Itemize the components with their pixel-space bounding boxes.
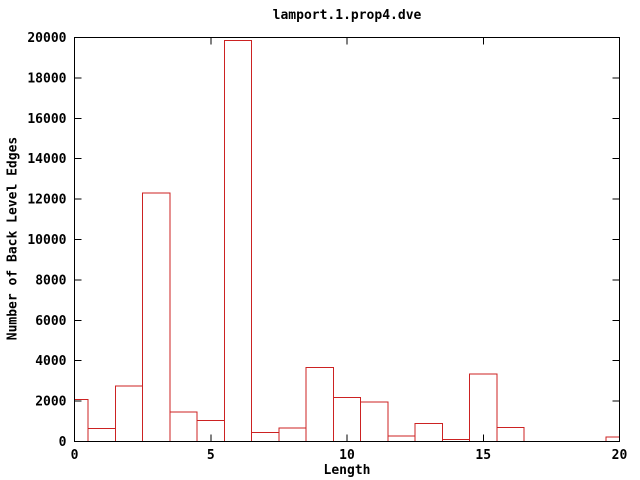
bar bbox=[305, 367, 334, 442]
y-tick-label: 12000 bbox=[27, 193, 66, 208]
y-tick-label: 0 bbox=[59, 435, 67, 450]
bar bbox=[496, 426, 525, 442]
y-tick-label: 2000 bbox=[35, 395, 66, 410]
x-tick-label: 0 bbox=[71, 448, 79, 463]
y-tick-label: 8000 bbox=[35, 273, 66, 288]
bar bbox=[387, 435, 416, 442]
bar bbox=[414, 423, 443, 442]
bar bbox=[469, 373, 498, 442]
y-tick-label: 18000 bbox=[27, 71, 66, 86]
y-tick-label: 10000 bbox=[27, 233, 66, 248]
y-tick-label: 16000 bbox=[27, 112, 66, 127]
x-tick-label: 20 bbox=[612, 448, 628, 463]
bar bbox=[223, 40, 253, 442]
x-axis-label: Length bbox=[323, 463, 371, 478]
bar bbox=[169, 411, 198, 442]
x-tick-label: 5 bbox=[207, 448, 215, 463]
y-tick-label: 14000 bbox=[27, 152, 66, 167]
bar bbox=[142, 192, 171, 442]
bar bbox=[114, 385, 144, 443]
bar bbox=[360, 401, 389, 442]
bar bbox=[251, 431, 280, 443]
bar bbox=[605, 436, 620, 443]
y-tick-label: 4000 bbox=[35, 354, 66, 369]
x-tick-label: 15 bbox=[475, 448, 491, 463]
plot-border bbox=[74, 37, 620, 442]
bar bbox=[278, 427, 307, 443]
x-tick-label: 10 bbox=[339, 448, 355, 463]
y-tick-label: 6000 bbox=[35, 314, 66, 329]
y-tick-label: 20000 bbox=[27, 31, 66, 46]
chart-title: lamport.1.prop4.dve bbox=[272, 8, 422, 23]
bar bbox=[74, 398, 89, 443]
bar bbox=[87, 427, 116, 442]
